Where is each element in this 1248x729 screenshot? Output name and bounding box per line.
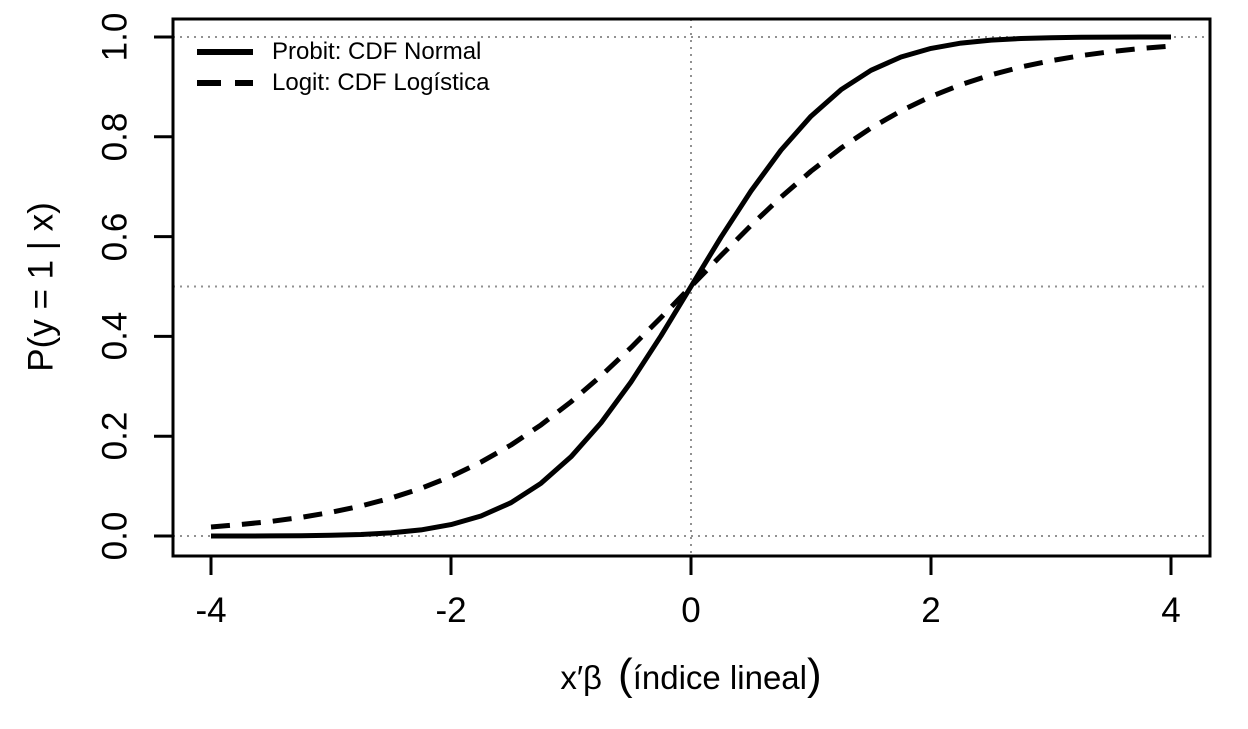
x-tick-label: 4 (1161, 591, 1181, 630)
y-tick-label: 0.0 (95, 511, 135, 561)
y-tick-label: 0.4 (95, 311, 135, 361)
x-axis-title-index: x′β (560, 659, 603, 696)
legend-entry-probit: Probit: CDF Normal (197, 36, 489, 67)
legend-entry-logit: Logit: CDF Logística (197, 67, 489, 98)
curve-logit (210, 43, 1172, 530)
y-tick-label: 1.0 (95, 12, 135, 62)
curve-probit (211, 34, 1171, 539)
legend-label-logit: Logit: CDF Logística (272, 68, 490, 96)
x-tick-label: 2 (921, 591, 941, 630)
x-tick-label: -2 (435, 591, 467, 630)
y-tick-label: 0.6 (95, 212, 135, 262)
x-axis-title-text: índice lineal (632, 659, 807, 696)
x-axis-title: x′β (índice lineal) (560, 650, 821, 700)
legend: Probit: CDF Normal Logit: CDF Logística (197, 36, 489, 98)
y-tick-label: 0.8 (95, 112, 135, 162)
x-axis-title-close-paren: ) (806, 650, 822, 699)
y-axis-title: P(y = 1 | x) (21, 202, 61, 372)
x-tick-label: -4 (195, 591, 227, 630)
x-axis-title-open-paren: ( (618, 650, 633, 699)
legend-solid-line-icon (197, 48, 253, 55)
x-tick-label: 0 (681, 591, 701, 630)
y-tick-label: 0.2 (95, 411, 135, 461)
legend-dashed-line-icon (197, 79, 253, 86)
legend-label-probit: Probit: CDF Normal (272, 37, 482, 65)
